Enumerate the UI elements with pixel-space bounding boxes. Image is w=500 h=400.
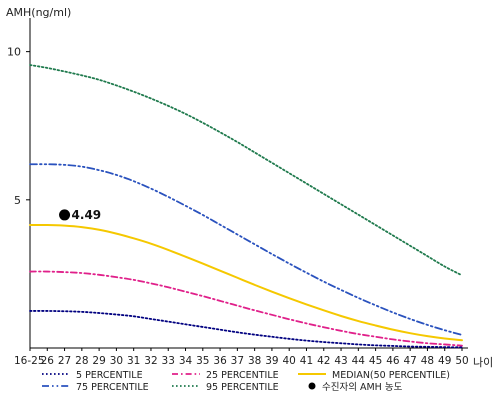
x-tick-label: 40 (283, 355, 296, 367)
y-tick-label: 5 (14, 194, 21, 207)
x-tick-label: 32 (144, 355, 157, 367)
x-tick-label: 37 (231, 355, 244, 367)
x-tick-label: 43 (334, 355, 347, 367)
legend-marker (308, 382, 316, 390)
patient-amh-value-label: 4.49 (72, 208, 102, 222)
legend-label: 수진자의 AMH 농도 (322, 382, 403, 393)
x-tick-label: 28 (75, 355, 88, 367)
x-tick-label: 36 (213, 355, 227, 367)
x-tick-label: 47 (403, 355, 416, 367)
legend-label: 25 PERCENTILE (206, 370, 279, 381)
y-axis-ticks: 5 10 (7, 46, 30, 207)
x-tick-label: 48 (421, 355, 434, 367)
legend-label: 5 PERCENTILE (76, 370, 143, 381)
series-line-median-50-percentile (29, 223, 463, 342)
x-tick-label: 41 (300, 355, 313, 367)
x-tick-label: 42 (317, 355, 330, 367)
series-line-25-percentile (29, 270, 463, 347)
legend-label: MEDIAN(50 PERCENTILE) (332, 370, 450, 381)
x-tick-label: 29 (92, 355, 105, 367)
legend: 5 PERCENTILE 25 PERCENTILE MEDIAN(50 PERCE… (42, 370, 450, 393)
legend-label: 95 PERCENTILE (206, 382, 279, 393)
x-tick-label: 49 (438, 355, 451, 367)
data-points: 4.49 (59, 208, 101, 222)
axes (29, 18, 468, 349)
x-tick-label: 34 (179, 355, 193, 367)
x-tick-label: 50 (455, 355, 468, 367)
x-tick-label: 31 (127, 355, 140, 367)
x-tick-label: 35 (196, 355, 209, 367)
x-axis-title: 나이 (473, 356, 493, 369)
legend-label: 75 PERCENTILE (76, 382, 149, 393)
x-tick-label: 30 (110, 355, 123, 367)
x-tick-label: 46 (386, 355, 400, 367)
x-tick-label: 16-25 (14, 355, 45, 367)
patient-amh-point (59, 209, 71, 221)
x-tick-label: 38 (248, 355, 261, 367)
series-lines (29, 64, 463, 349)
series-line-5-percentile (29, 310, 463, 349)
x-tick-label: 33 (162, 355, 175, 367)
x-tick-label: 26 (41, 355, 55, 367)
y-tick-label: 10 (7, 46, 21, 59)
y-axis-title: AMH(ng/ml) (6, 6, 71, 19)
x-tick-label: 39 (265, 355, 278, 367)
series-line-75-percentile (29, 163, 463, 336)
x-tick-label: 44 (352, 355, 366, 367)
x-tick-label: 45 (369, 355, 382, 367)
series-line-95-percentile (29, 64, 463, 277)
x-tick-label: 27 (58, 355, 71, 367)
